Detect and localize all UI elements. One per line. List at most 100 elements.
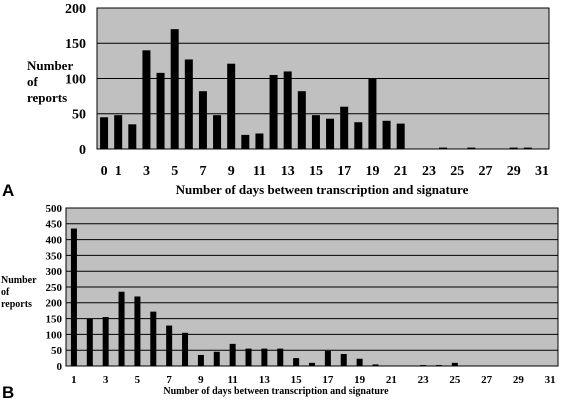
x-tick-label: 27: [478, 164, 492, 179]
x-tick-label: 31: [545, 374, 556, 386]
chart-b-y-ticks: 0 50 100 150 200 250 300 350 400 450 500: [46, 203, 63, 373]
y-tick-label: 150: [65, 37, 86, 52]
chart-b-gridlines: [66, 223, 558, 351]
chart-b-bars: [70, 228, 458, 366]
bar-day-7: [166, 325, 173, 366]
y-tick-label: 100: [65, 72, 86, 87]
bar-day-20: [382, 120, 391, 149]
y-tick-label: 200: [46, 298, 63, 310]
bar-day-5: [134, 296, 141, 366]
bar-day-24: [439, 147, 448, 149]
x-tick-label: 3: [143, 164, 150, 179]
bar-day-19: [356, 358, 363, 366]
chart-a-ylabel-line-3: reports: [27, 90, 67, 105]
chart-b-ylabel-line-1: Number: [1, 275, 37, 286]
chart-b-xlabel: Number of days between transcription and…: [163, 386, 389, 397]
x-tick-label: 5: [135, 374, 141, 386]
x-tick-label: 29: [513, 374, 525, 386]
bar-day-8: [213, 115, 222, 149]
bar-day-10: [241, 134, 250, 149]
bar-day-11: [255, 133, 264, 149]
chart-a-bars: [100, 29, 532, 150]
y-tick-label: 50: [72, 108, 86, 123]
x-tick-label: 17: [337, 164, 351, 179]
bar-day-13: [283, 71, 292, 149]
x-tick-label: 9: [228, 164, 235, 179]
x-tick-label: 11: [253, 164, 266, 179]
y-tick-label: 450: [46, 219, 63, 231]
bar-day-18: [354, 122, 363, 149]
bar-day-2: [128, 124, 137, 149]
chart-a-x-ticks: 0 1 3 5 7 9 11 13 15 17 19 21 23 25 27 29 31: [101, 164, 549, 179]
bar-day-9: [227, 63, 236, 149]
chart-b-x-ticks: 1 3 5 7 9 11 13 15 17 19 21 23 25 27 29 31: [71, 374, 555, 386]
x-tick-label: 19: [365, 164, 379, 179]
x-tick-label: 15: [309, 164, 323, 179]
bar-day-4: [118, 291, 125, 366]
x-tick-label: 27: [481, 374, 493, 386]
y-tick-label: 200: [65, 2, 86, 17]
bar-day-21: [396, 123, 405, 149]
bar-day-13: [261, 348, 268, 366]
bar-day-14: [277, 348, 284, 366]
bar-day-18: [340, 353, 347, 366]
x-tick-label: 23: [422, 164, 436, 179]
bar-day-10: [213, 351, 220, 366]
panel-label-b: B: [2, 383, 14, 400]
x-tick-label: 21: [394, 164, 408, 179]
x-tick-label: 17: [322, 374, 334, 386]
bar-day-20: [372, 364, 379, 366]
bar-day-8: [182, 332, 189, 366]
bar-day-1: [114, 115, 123, 149]
y-tick-label: 0: [79, 143, 86, 158]
x-tick-label: 3: [103, 374, 109, 386]
bar-day-0: [100, 117, 109, 149]
chart-a-ylabel-line-1: Number: [27, 58, 73, 73]
x-tick-label: 11: [227, 374, 237, 386]
x-tick-label: 29: [507, 164, 521, 179]
y-tick-label: 0: [57, 361, 63, 373]
x-tick-label: 13: [259, 374, 271, 386]
bar-day-15: [293, 358, 300, 366]
bar-day-29: [509, 147, 518, 149]
bar-day-2: [86, 318, 93, 366]
bar-day-1: [70, 228, 77, 366]
x-tick-label: 23: [418, 374, 430, 386]
bar-day-12: [269, 74, 278, 149]
bar-day-17: [340, 106, 349, 149]
bar-day-25: [451, 362, 458, 366]
bar-day-9: [197, 354, 204, 366]
bar-day-17: [324, 350, 331, 366]
chart-b-ylabel-line-3: reports: [1, 299, 32, 310]
y-tick-label: 250: [46, 282, 63, 294]
bar-day-19: [368, 78, 377, 149]
x-tick-label: 31: [535, 164, 549, 179]
bar-day-5: [170, 29, 179, 149]
bar-day-6: [184, 59, 193, 150]
bar-day-16: [309, 362, 315, 366]
y-tick-label: 500: [46, 203, 63, 215]
chart-a-ylabel-line-2: of: [27, 74, 39, 89]
bar-day-15: [311, 115, 320, 149]
bar-day-6: [150, 311, 157, 366]
x-tick-label: 7: [166, 374, 172, 386]
chart-b-ylabel-line-2: of: [1, 287, 10, 298]
x-tick-label: 1: [115, 164, 122, 179]
bar-day-30: [523, 147, 532, 149]
y-tick-label: 150: [46, 313, 63, 325]
y-tick-label: 300: [46, 266, 63, 278]
x-tick-label: 9: [198, 374, 204, 386]
bar-day-4: [156, 72, 165, 149]
y-tick-label: 350: [46, 250, 63, 262]
bar-day-12: [245, 348, 252, 366]
x-tick-label: 25: [450, 164, 464, 179]
bar-day-26: [467, 147, 476, 149]
bar-day-23: [420, 365, 427, 366]
bar-day-16: [326, 118, 335, 149]
bar-day-3: [142, 50, 151, 149]
x-tick-label: 1: [71, 374, 77, 386]
bar-day-3: [102, 317, 109, 366]
